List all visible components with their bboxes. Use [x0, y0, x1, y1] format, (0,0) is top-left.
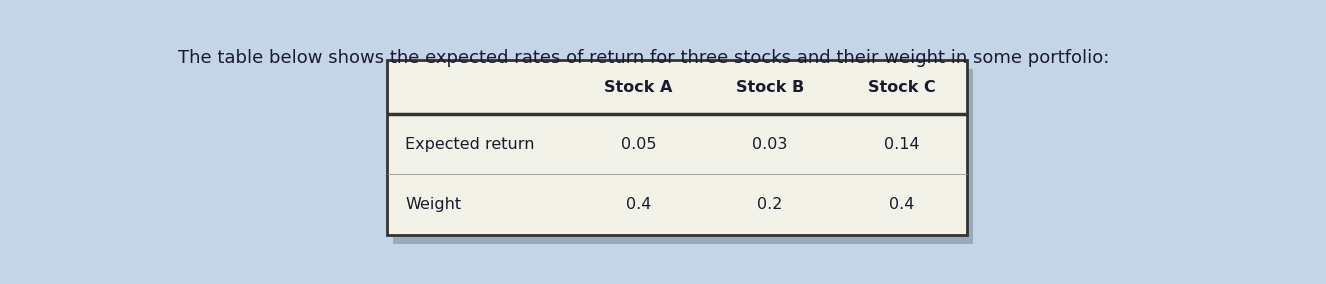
FancyBboxPatch shape: [387, 60, 968, 235]
Text: Stock C: Stock C: [867, 80, 935, 95]
Text: 0.03: 0.03: [752, 137, 788, 152]
Text: Stock B: Stock B: [736, 80, 804, 95]
FancyBboxPatch shape: [392, 69, 973, 244]
Text: Stock A: Stock A: [605, 80, 672, 95]
Text: 0.05: 0.05: [621, 137, 656, 152]
Text: The table below shows the expected rates of return for three stocks and their we: The table below shows the expected rates…: [178, 49, 1110, 67]
Text: Weight: Weight: [406, 197, 461, 212]
Text: 0.4: 0.4: [626, 197, 651, 212]
Text: 0.14: 0.14: [883, 137, 919, 152]
Text: 0.2: 0.2: [757, 197, 782, 212]
Text: Expected return: Expected return: [406, 137, 534, 152]
Text: 0.4: 0.4: [888, 197, 914, 212]
